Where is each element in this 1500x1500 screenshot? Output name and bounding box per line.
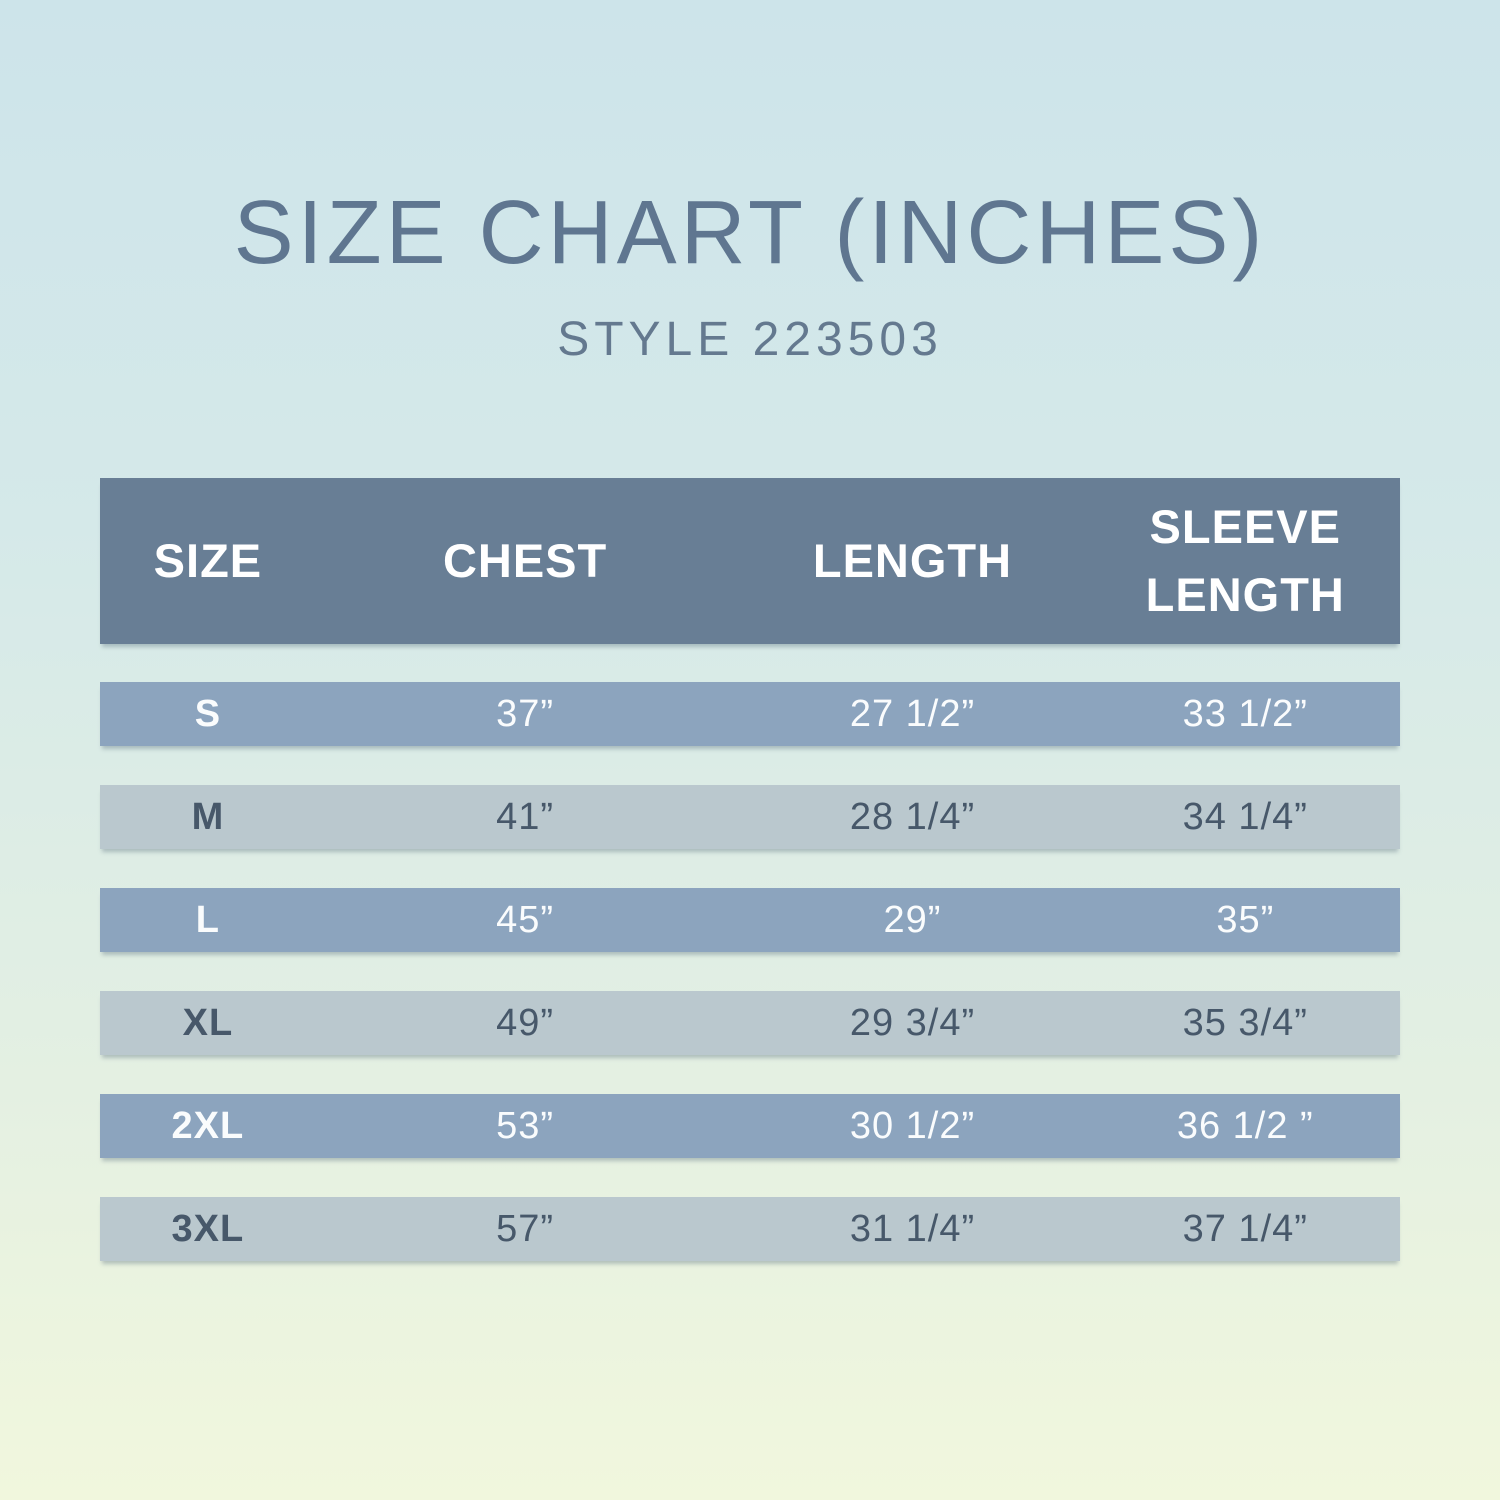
chest-cell: 53” xyxy=(496,1104,555,1147)
sleeve-length-cell: 36 1/2 ” xyxy=(1176,1104,1314,1147)
page-subtitle: STYLE 223503 xyxy=(557,313,943,366)
table-row-m: M 41” 28 1/4” 34 1/4” xyxy=(100,785,1400,849)
sleeve-length-cell: 35” xyxy=(1216,898,1275,941)
chest-cell: 49” xyxy=(496,1001,555,1044)
sleeve-length-cell: 34 1/4” xyxy=(1182,795,1308,838)
length-cell: 28 1/4” xyxy=(849,795,976,838)
length-cell: 30 1/2” xyxy=(849,1104,976,1147)
column-header-chest: CHEST xyxy=(442,533,608,587)
column-header-size: SIZE xyxy=(153,533,263,587)
size-cell: M xyxy=(191,795,225,838)
length-cell: 29” xyxy=(883,898,942,941)
chest-cell: 45” xyxy=(496,898,555,941)
size-table: SIZE CHEST LENGTH SLEEVE LENGTH S 37” 27… xyxy=(100,478,1400,1261)
table-row-l: L 45” 29” 35” xyxy=(100,888,1400,952)
table-row-2xl: 2XL 53” 30 1/2” 36 1/2 ” xyxy=(100,1094,1400,1158)
column-header-length: LENGTH xyxy=(812,533,1013,587)
table-row-s: S 37” 27 1/2” 33 1/2” xyxy=(100,682,1400,746)
length-cell: 29 3/4” xyxy=(849,1001,976,1044)
table-header-row: SIZE CHEST LENGTH SLEEVE LENGTH xyxy=(100,478,1400,644)
size-cell: S xyxy=(194,692,222,735)
sleeve-length-cell: 33 1/2” xyxy=(1182,692,1308,735)
size-cell: 3XL xyxy=(171,1207,245,1250)
sleeve-length-cell: 37 1/4” xyxy=(1182,1207,1308,1250)
chest-cell: 37” xyxy=(496,692,555,735)
chest-cell: 57” xyxy=(496,1207,555,1250)
chest-cell: 41” xyxy=(496,795,555,838)
table-row-3xl: 3XL 57” 31 1/4” 37 1/4” xyxy=(100,1197,1400,1261)
size-cell: 2XL xyxy=(171,1104,245,1147)
size-cell: XL xyxy=(182,1001,234,1044)
size-cell: L xyxy=(195,898,220,941)
length-cell: 27 1/2” xyxy=(849,692,976,735)
table-row-xl: XL 49” 29 3/4” 35 3/4” xyxy=(100,991,1400,1055)
column-header-sleeve-length: SLEEVE LENGTH xyxy=(1145,499,1345,621)
page-title: SIZE CHART (INCHES) xyxy=(233,183,1267,283)
length-cell: 31 1/4” xyxy=(849,1207,976,1250)
sleeve-length-cell: 35 3/4” xyxy=(1182,1001,1308,1044)
